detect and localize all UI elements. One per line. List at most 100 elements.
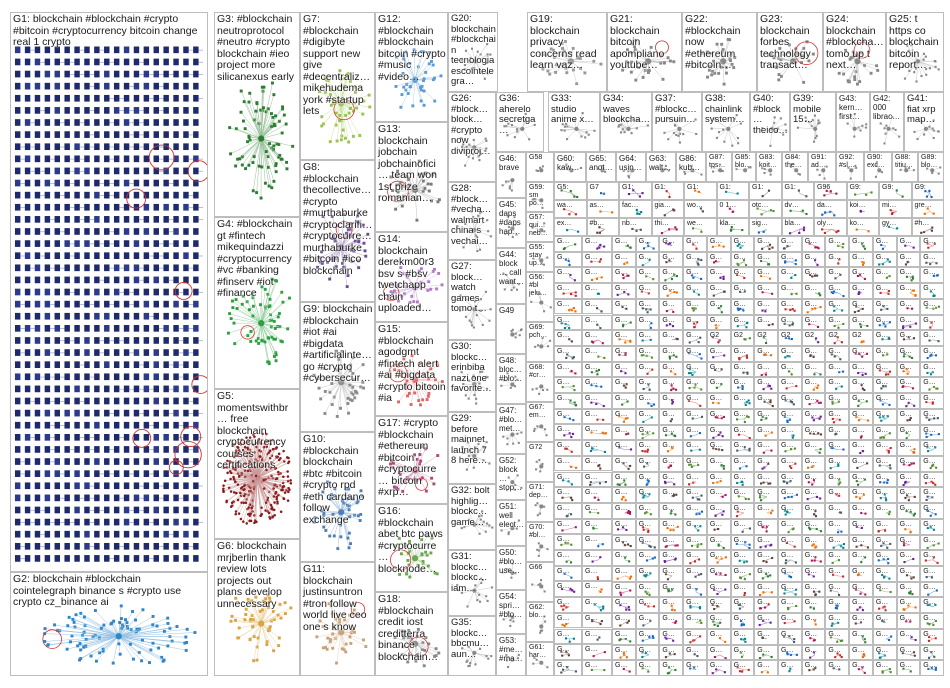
group-g83: G83: koit… (756, 152, 782, 182)
node (268, 517, 272, 520)
node (14, 46, 21, 54)
node (34, 203, 41, 211)
node (509, 619, 512, 622)
group-network-g17 (389, 445, 440, 493)
node (353, 396, 357, 400)
node (629, 70, 633, 74)
node (193, 631, 197, 634)
node (163, 518, 169, 526)
node (153, 288, 159, 296)
node (277, 155, 281, 159)
node (153, 107, 159, 114)
node (717, 71, 721, 75)
group-tile: G… (582, 267, 612, 284)
edge (474, 138, 486, 148)
node (251, 189, 255, 193)
tile-network (761, 189, 771, 198)
node (81, 633, 84, 637)
node (760, 213, 763, 216)
node (245, 455, 249, 458)
node (163, 276, 169, 284)
node (44, 82, 51, 90)
node (153, 312, 159, 320)
node (289, 482, 293, 485)
node (417, 372, 421, 375)
node (853, 135, 856, 138)
node (104, 506, 110, 514)
node (74, 179, 80, 187)
node (74, 446, 80, 453)
hub-node (720, 58, 727, 65)
hub-node (813, 126, 818, 131)
node (24, 409, 31, 417)
hub-node (849, 168, 854, 173)
node (84, 143, 90, 151)
edge (792, 61, 804, 83)
hub-node (904, 168, 909, 173)
node (713, 166, 716, 169)
node (260, 506, 263, 510)
node (153, 530, 159, 538)
node (816, 168, 819, 171)
node (678, 132, 682, 135)
node (244, 501, 248, 505)
node (104, 458, 110, 465)
node (173, 70, 179, 78)
node (395, 183, 399, 187)
node (242, 488, 245, 492)
edge (341, 511, 361, 521)
node (326, 79, 330, 83)
node (347, 504, 351, 508)
node (422, 79, 425, 83)
node (476, 249, 479, 253)
edge (261, 623, 280, 639)
node (465, 468, 468, 471)
node (133, 325, 140, 332)
node (64, 458, 70, 465)
node (163, 542, 169, 550)
node (253, 604, 257, 608)
node (465, 298, 468, 301)
group-network-g51 (500, 519, 520, 536)
node (517, 441, 520, 444)
node (485, 147, 488, 150)
node (74, 555, 80, 562)
edge (256, 478, 262, 516)
node (104, 264, 110, 272)
node (94, 337, 100, 344)
node (389, 175, 393, 179)
node (663, 61, 666, 65)
node (351, 134, 355, 138)
node (24, 191, 31, 199)
node (143, 542, 150, 550)
edge (340, 382, 349, 414)
edge (246, 609, 262, 624)
group-network-g60 (561, 163, 583, 173)
group-network-g71 (534, 502, 546, 517)
node (54, 446, 60, 453)
node (232, 491, 236, 494)
node (561, 63, 565, 67)
node (44, 433, 51, 441)
hub-node (930, 168, 935, 173)
node (94, 46, 100, 54)
node (237, 441, 241, 445)
node (183, 131, 189, 138)
node (104, 203, 110, 211)
node (324, 528, 328, 532)
node (34, 82, 41, 90)
node (507, 476, 510, 479)
group-network-g13 (387, 159, 441, 222)
hub-node (852, 126, 857, 131)
node (406, 92, 410, 95)
node (353, 377, 356, 381)
edge (555, 61, 572, 73)
node (193, 397, 199, 405)
node (510, 289, 513, 292)
node (140, 638, 144, 642)
hub-node (472, 382, 477, 387)
node (123, 167, 130, 175)
edge (622, 61, 649, 71)
node (707, 68, 711, 72)
node (101, 647, 105, 651)
